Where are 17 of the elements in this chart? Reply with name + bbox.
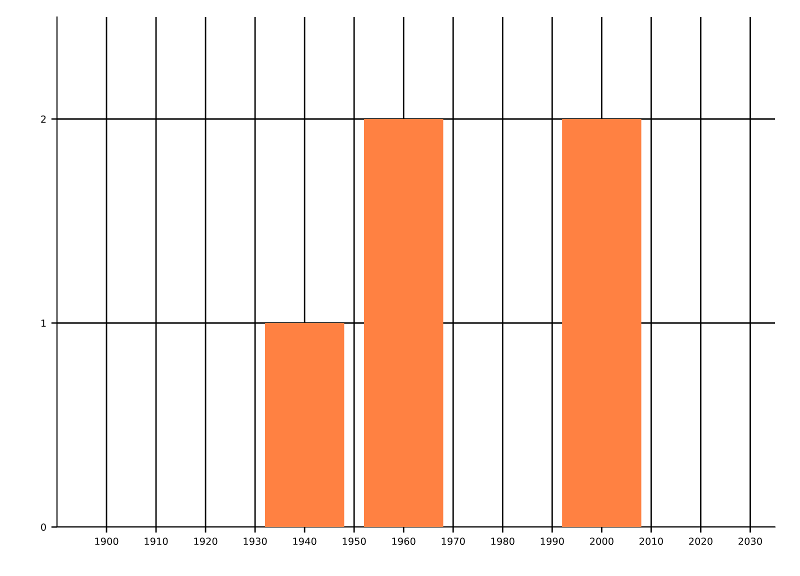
x-tick-label: 2030 [738,538,762,545]
x-tick-label: 1950 [342,538,366,545]
y-tick-label: 0 [41,523,46,531]
x-tick-label: 1930 [244,538,267,545]
x-tick-label: 1920 [194,538,218,545]
x-tick-label: 1910 [144,538,168,545]
x-tick-label: 1990 [540,538,564,545]
x-tick-label: 2010 [640,538,663,545]
x-tick-label: 1970 [442,538,465,545]
x-tick-label: 1980 [491,538,514,545]
y-tick-label: 1 [41,320,46,327]
x-tick-label: 1960 [392,538,416,545]
x-tick-label: 2020 [689,538,712,545]
x-tick-label: 2000 [590,538,614,545]
x-tick-label: 1940 [293,538,316,545]
x-tick-label: 1900 [95,538,118,545]
y-tick-label: 2 [41,115,46,123]
